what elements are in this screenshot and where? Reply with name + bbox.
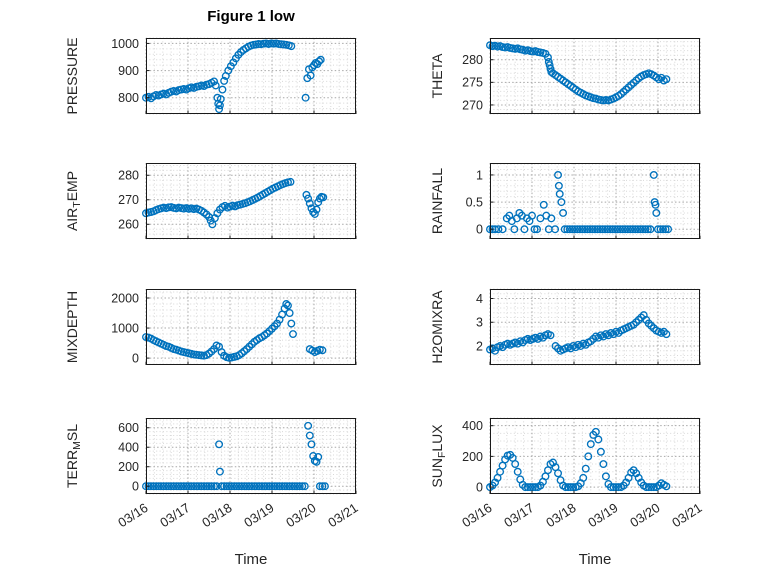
svg-text:1000: 1000 [111, 37, 139, 51]
svg-text:0: 0 [476, 223, 483, 237]
rainfall-axis-label: RAINFALL [429, 167, 445, 235]
svg-text:03/17: 03/17 [501, 500, 536, 530]
svg-text:400: 400 [462, 419, 483, 433]
svg-text:0: 0 [476, 480, 483, 494]
svg-text:03/18: 03/18 [199, 500, 234, 530]
terr-msl-axis-label: TERRMSL [64, 424, 83, 488]
subplot-sun-flux: SUNFLUX 0 200 400 03/16 03/17 03/18 03/19 03/20… [429, 417, 705, 530]
h2omixra-axis-label: H2OMIXRA [429, 290, 445, 364]
svg-text:270: 270 [462, 98, 483, 112]
rainfall-plot-area: 00.51 [466, 163, 701, 239]
svg-text:03/19: 03/19 [585, 500, 620, 530]
svg-text:03/21: 03/21 [325, 500, 360, 530]
subplot-h2omixra: H2OMIXRA 2 3 4 [429, 288, 701, 366]
sun-flux-axis-label: SUNFLUX [429, 424, 448, 488]
svg-text:2000: 2000 [111, 291, 139, 305]
mixdepth-plot-area: 0 1000 2000 [111, 289, 357, 365]
svg-text:0: 0 [132, 480, 139, 494]
svg-text:03/20: 03/20 [283, 500, 318, 530]
svg-text:4: 4 [476, 292, 483, 306]
subplot-terr-msl: TERRMSL 0 200 400 600 03/16 03/17 03/18 03/19 03… [64, 418, 361, 530]
svg-text:03/19: 03/19 [241, 500, 276, 530]
pressure-axis-label: PRESSURE [64, 37, 80, 115]
svg-text:260: 260 [118, 218, 139, 232]
subplot-mixdepth: MIXDEPTH 0 1000 2000 [64, 289, 357, 365]
air-temp-axis-label: AIRTEMP [64, 170, 83, 232]
x-axis-label-right: Time [578, 551, 612, 568]
subplot-rainfall: RAINFALL 0 0.5 1 [429, 163, 701, 239]
svg-text:900: 900 [118, 64, 139, 78]
theta-axis-label: THETA [429, 53, 445, 99]
svg-text:1: 1 [476, 168, 483, 182]
svg-text:600: 600 [118, 421, 139, 435]
svg-text:03/16: 03/16 [459, 500, 494, 530]
svg-text:270: 270 [118, 193, 139, 207]
svg-text:400: 400 [118, 441, 139, 455]
svg-text:1000: 1000 [111, 321, 139, 335]
figure-title: Figure 1 low [207, 8, 295, 25]
svg-text:200: 200 [462, 450, 483, 464]
svg-text:03/17: 03/17 [157, 500, 192, 530]
svg-text:03/21: 03/21 [669, 500, 704, 530]
svg-text:280: 280 [118, 169, 139, 183]
terr-msl-plot-area: 0 200 400 600 03/16 03/17 03/18 03/19 03/20 03/21 [115, 418, 361, 530]
pressure-plot-area: 800 900 1000 [111, 37, 357, 115]
svg-text:03/16: 03/16 [115, 500, 150, 530]
svg-text:03/18: 03/18 [543, 500, 578, 530]
mixdepth-axis-label: MIXDEPTH [64, 290, 80, 364]
svg-text:2: 2 [476, 339, 483, 353]
subplot-air-temp: AIRTEMP 260 270 280 [64, 163, 357, 240]
theta-plot-area: 270 275 280 [462, 38, 701, 115]
svg-text:280: 280 [462, 53, 483, 67]
svg-text:275: 275 [462, 76, 483, 90]
svg-text:0.5: 0.5 [466, 195, 483, 209]
svg-text:200: 200 [118, 460, 139, 474]
svg-text:800: 800 [118, 91, 139, 105]
sun-flux-plot-area: 0 200 400 03/16 03/17 03/18 03/19 03/20 03/21 [459, 417, 705, 530]
svg-text:03/20: 03/20 [627, 500, 662, 530]
h2omixra-plot-area: 2 3 4 [476, 288, 701, 366]
subplot-theta: THETA 270 275 280 [429, 38, 701, 115]
svg-text:3: 3 [476, 316, 483, 330]
x-axis-label-left: Time [234, 551, 268, 568]
subplot-pressure: PRESSURE 800 900 1000 [64, 37, 357, 115]
air-temp-plot-area: 260 270 280 [118, 163, 357, 240]
svg-text:0: 0 [132, 351, 139, 365]
